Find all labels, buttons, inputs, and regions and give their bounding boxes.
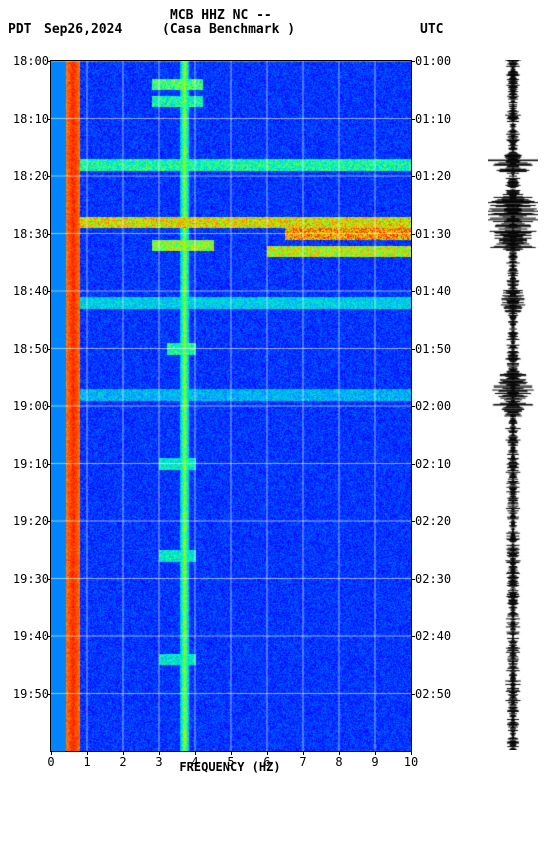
y-tick-left: 19:00 <box>11 399 49 413</box>
y-tick-left: 19:20 <box>11 514 49 528</box>
spectrogram-plot: 18:0018:1018:2018:3018:4018:5019:0019:10… <box>50 60 412 752</box>
y-tick-left: 18:20 <box>11 169 49 183</box>
y-tick-right: 02:50 <box>415 687 455 701</box>
waveform-panel <box>488 60 538 750</box>
spectrogram-canvas <box>51 61 411 751</box>
y-tick-left: 19:30 <box>11 572 49 586</box>
title-line1: MCB HHZ NC -- <box>170 8 272 23</box>
y-tick-left: 18:50 <box>11 342 49 356</box>
y-tick-right: 01:50 <box>415 342 455 356</box>
y-tick-left: 19:50 <box>11 687 49 701</box>
date-label: Sep26,2024 <box>44 22 122 37</box>
waveform-canvas <box>488 60 538 750</box>
x-axis-label: FREQUENCY (HZ) <box>50 760 410 774</box>
y-tick-right: 01:20 <box>415 169 455 183</box>
y-tick-left: 19:40 <box>11 629 49 643</box>
header: PDT Sep26,2024 MCB HHZ NC -- (Casa Bench… <box>0 0 552 40</box>
y-tick-left: 19:10 <box>11 457 49 471</box>
y-tick-right: 01:40 <box>415 284 455 298</box>
y-tick-right: 01:10 <box>415 112 455 126</box>
y-tick-right: 01:30 <box>415 227 455 241</box>
y-tick-left: 18:10 <box>11 112 49 126</box>
y-tick-right: 02:30 <box>415 572 455 586</box>
y-tick-left: 18:00 <box>11 54 49 68</box>
y-tick-left: 18:40 <box>11 284 49 298</box>
y-tick-right: 02:10 <box>415 457 455 471</box>
right-tz-label: UTC <box>420 22 443 37</box>
y-tick-left: 18:30 <box>11 227 49 241</box>
y-tick-right: 02:20 <box>415 514 455 528</box>
y-tick-right: 02:00 <box>415 399 455 413</box>
left-tz-label: PDT <box>8 22 31 37</box>
title-line2: (Casa Benchmark ) <box>162 22 295 37</box>
y-tick-right: 01:00 <box>415 54 455 68</box>
y-tick-right: 02:40 <box>415 629 455 643</box>
